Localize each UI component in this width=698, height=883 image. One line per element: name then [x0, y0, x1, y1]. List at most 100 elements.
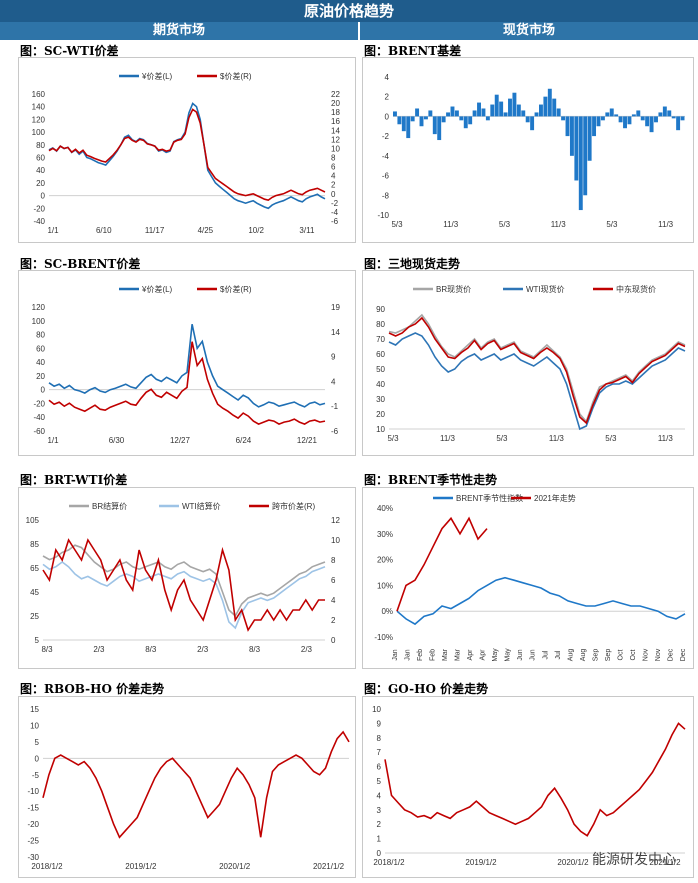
legend-label: ¥价差(L)	[141, 284, 173, 294]
bar	[468, 116, 473, 125]
x-tick-label: 5/3	[387, 434, 399, 443]
bar	[437, 116, 442, 141]
y-right-tick-label: 10	[331, 144, 340, 153]
legend-label: 跨市价差(R)	[272, 501, 315, 511]
y-tick-label: 30%	[377, 530, 393, 539]
bar	[640, 116, 645, 121]
bar	[446, 112, 451, 117]
chart-go-ho: 0 1 2 3 4 5 6 7 8 9 10 2018/1/2 2019/1/2 2020/1/2 2021…	[362, 696, 694, 878]
y-right-tick-label: 20	[331, 99, 340, 108]
y-tick-label: 100	[32, 317, 46, 326]
x-tick-label: Jun	[530, 649, 537, 660]
y-tick-label: -8	[382, 191, 390, 200]
x-tick-label: Apr	[480, 649, 487, 661]
y-right-tick-label: 4	[331, 172, 336, 181]
bar	[680, 116, 685, 121]
bar	[410, 116, 415, 122]
series-line	[48, 341, 326, 425]
bar	[521, 110, 526, 117]
x-tick-label: 12/21	[297, 436, 318, 445]
bar	[552, 98, 557, 117]
y-tick-label: 70	[376, 335, 385, 344]
y-tick-label: 7	[377, 748, 382, 757]
x-tick-label: Dec	[680, 648, 687, 661]
y-tick-label: 160	[32, 90, 46, 99]
bar	[618, 116, 623, 123]
series-line	[48, 324, 326, 408]
y-tick-label: -10	[27, 787, 39, 796]
y-tick-label: 30	[376, 395, 385, 404]
bar	[561, 116, 566, 121]
x-tick-label: Sep	[592, 649, 599, 662]
chart-brent-basis: -10 -8 -6 -4 -2 0 2 4 5/3 11/3 5/3 11/3 5/3 11/3	[362, 57, 694, 243]
y-right-tick-label: 6	[331, 576, 336, 585]
x-tick-label: 2/3	[93, 645, 105, 654]
bar	[401, 116, 406, 132]
y-tick-label: 8	[377, 734, 382, 743]
bar	[441, 116, 446, 123]
y-right-tick-label: -6	[331, 427, 339, 436]
series-line	[388, 332, 686, 431]
y-tick-label: 60	[36, 154, 45, 163]
bar	[459, 116, 464, 121]
chart-sc-wti: -40 -20 0 20 40 60 80 100 120 140 160 -6 -4 -2 0 2 4 6 8 10…	[18, 57, 356, 243]
y-right-tick-label: 8	[331, 154, 336, 163]
bar	[569, 116, 574, 156]
chart-rbob-ho: -30 -25 -20 -15 -10 -5 0 5 10 15 2018/1/2 2019/1/2 2…	[18, 696, 356, 878]
x-tick-label: 11/3	[658, 434, 674, 443]
x-tick-label: Jun	[517, 649, 524, 660]
y-tick-label: 40	[376, 380, 385, 389]
legend-label: WTI现货价	[526, 284, 565, 294]
y-right-tick-label: 22	[331, 90, 340, 99]
x-tick-label: Feb	[417, 649, 424, 661]
x-tick-label: Jan	[392, 649, 399, 660]
y-tick-label: 40%	[377, 504, 393, 513]
y-tick-label: 140	[32, 103, 46, 112]
x-tick-label: 11/3	[551, 220, 567, 229]
bar	[623, 116, 627, 129]
bar	[512, 92, 517, 117]
bar	[578, 116, 583, 211]
y-right-tick-label: -4	[331, 208, 339, 217]
y-tick-label: -20	[33, 204, 45, 213]
x-tick-label: 3/11	[299, 226, 315, 235]
series-line	[48, 108, 326, 201]
bar	[636, 110, 641, 117]
series-line	[384, 722, 686, 837]
x-tick-label: 6/10	[96, 226, 112, 235]
x-tick-label: 10/2	[248, 226, 264, 235]
bar	[432, 116, 437, 135]
bar	[605, 112, 610, 117]
x-tick-label: 2020/1/2	[219, 862, 251, 871]
bar	[419, 116, 424, 127]
bar	[596, 116, 601, 127]
bar	[534, 112, 539, 117]
legend-label: 2021年走势	[534, 493, 576, 503]
y-tick-label: 0%	[381, 607, 393, 616]
bar	[454, 110, 459, 117]
y-tick-label: -25	[27, 837, 39, 846]
panel-title-rbob-ho: 图：RBOB-HO 价差走势	[20, 682, 165, 696]
x-tick-label: 11/3	[443, 220, 459, 229]
y-right-tick-label: 12	[331, 135, 340, 144]
y-right-tick-label: 12	[331, 516, 340, 525]
x-tick-label: Nov	[655, 648, 662, 661]
y-right-tick-label: 6	[331, 163, 336, 172]
y-tick-label: 80	[36, 331, 45, 340]
y-tick-label: 0	[377, 849, 382, 858]
legend-label: BRENT季节性指数	[456, 493, 523, 503]
bar	[627, 116, 632, 125]
bar	[415, 108, 420, 117]
y-tick-label: 90	[376, 305, 385, 314]
y-tick-label: -2	[382, 132, 390, 141]
y-tick-label: 20	[376, 410, 385, 419]
y-tick-label: -10%	[374, 633, 393, 642]
y-tick-label: 120	[32, 115, 46, 124]
legend-label: $价差(R)	[220, 284, 252, 294]
bar	[490, 104, 495, 117]
y-tick-label: 10	[30, 721, 39, 730]
bar	[539, 104, 543, 117]
y-tick-label: -20	[33, 399, 45, 408]
bar	[565, 116, 570, 137]
series-line	[396, 576, 686, 626]
